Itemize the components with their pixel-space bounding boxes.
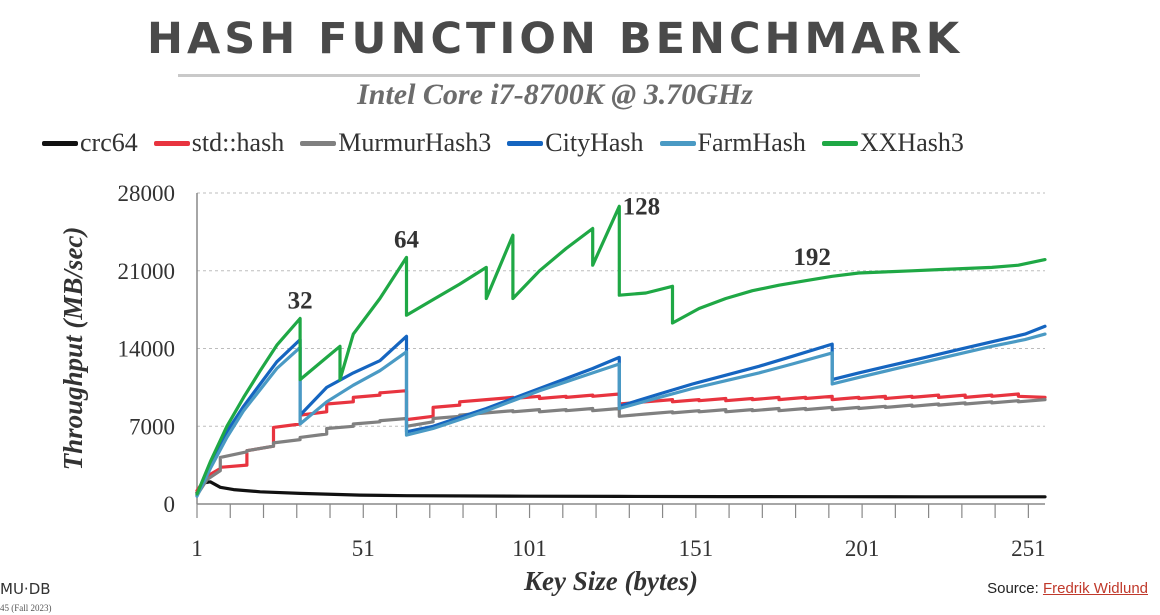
series-line-cityhash [195,324,1047,497]
x-tick-label: 201 [845,536,880,561]
source-link[interactable]: Fredrik Widlund [1042,580,1148,597]
x-axis-title: Key Size (bytes) [523,566,698,596]
legend-label-cityhash: CityHash [545,128,644,157]
title-underline [178,74,920,77]
source-credit: Source: Fredrik Widlund [987,580,1148,597]
series-line-murmurhash3 [195,398,1047,497]
legend-swatch-cityhash [507,140,544,146]
x-tick-label: 101 [512,536,547,561]
x-tick-label: 251 [1011,536,1046,561]
annotation-label: 64 [394,226,420,253]
legend-item-cityhash: CityHash [507,128,644,158]
y-axis-title: Throughput (MB/sec) [58,227,88,471]
legend-swatch-murmurhash3 [300,140,337,146]
legend-item-std-hash: std::hash [153,128,285,158]
annotation-label: 128 [623,193,661,220]
legend-swatch-farmhash [659,140,696,146]
legend-label-crc64: crc64 [80,128,138,157]
legend-item-xxhash3: XXHash3 [821,128,964,158]
legend-item-farmhash: FarmHash [659,128,806,158]
series-line-farmhash [195,332,1047,498]
legend-swatch-xxhash3 [821,140,858,146]
x-tick-label: 151 [679,536,714,561]
legend-label-farmhash: FarmHash [697,128,806,157]
legend-swatch-crc64 [42,140,78,146]
page-subtitle: Intel Core i7-8700K @ 3.70GHz [357,78,753,111]
y-tick-label: 14000 [118,337,176,362]
x-tick-label: 51 [352,536,375,561]
legend-label-murmurhash3: MurmurHash3 [338,128,492,157]
source-label: Source: [987,580,1043,597]
x-tick-label: 1 [191,536,203,561]
y-tick-label: 21000 [118,259,176,284]
legend-item-crc64: crc64 [42,128,138,158]
legend-label-xxhash3: XXHash3 [859,128,964,157]
series-line-xxhash3 [195,204,1047,496]
footer-logo: MU·DB [0,580,51,598]
footer-course-note: 45 (Fall 2023) [0,603,52,613]
series-line-crc64 [195,480,1047,499]
annotation-label: 192 [793,244,831,271]
legend-label-std-hash: std::hash [191,128,285,157]
y-tick-label: 28000 [118,181,176,206]
y-tick-label: 0 [164,492,176,517]
y-tick-label: 7000 [129,414,175,439]
chart-legend: crc64 std::hash MurmurHash3 CityHash Far… [42,126,964,160]
legend-item-murmurhash3: MurmurHash3 [300,128,491,158]
page-title: HASH FUNCTION BENCHMARK [146,14,964,64]
annotation-label: 32 [288,288,313,315]
legend-swatch-std-hash [153,140,190,146]
